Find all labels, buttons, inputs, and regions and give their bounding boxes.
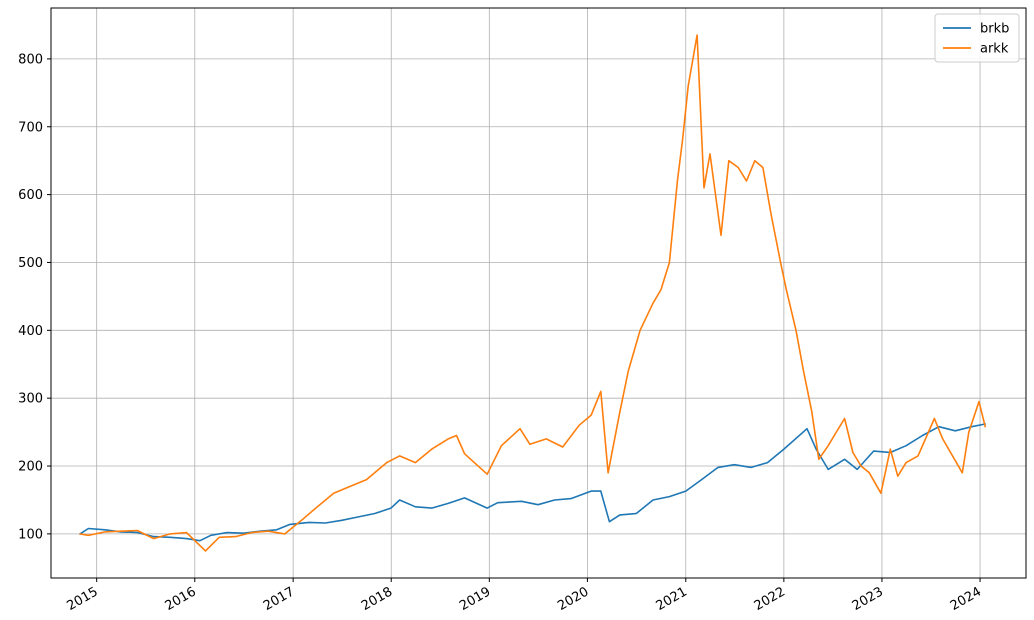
x-tick-label: 2018 xyxy=(359,584,395,614)
y-tick-label: 700 xyxy=(18,120,43,135)
x-tick-label: 2015 xyxy=(65,584,101,614)
y-tick-label: 600 xyxy=(18,188,43,203)
y-tick-label: 500 xyxy=(18,256,43,271)
x-tick-label: 2019 xyxy=(457,584,493,614)
x-tick-label: 2020 xyxy=(555,584,591,614)
x-tick-label: 2021 xyxy=(654,584,690,614)
x-tick-label: 2023 xyxy=(850,584,886,614)
y-tick-label: 400 xyxy=(18,324,43,339)
y-tick-label: 300 xyxy=(18,392,43,407)
series-line-arkk xyxy=(79,34,986,552)
grid xyxy=(51,8,1026,578)
legend-label-brkb: brkb xyxy=(980,22,1009,37)
y-tick-label: 800 xyxy=(18,52,43,67)
legend: brkb arkk xyxy=(934,13,1020,63)
x-axis: 2015 2016 2017 2018 2019 2020 2021 2022 2023 2024 xyxy=(65,578,984,614)
x-tick-label: 2024 xyxy=(948,584,984,614)
legend-label-arkk: arkk xyxy=(980,42,1009,57)
y-axis: 100 200 300 400 500 600 700 800 xyxy=(18,52,51,542)
series-line-brkb xyxy=(79,423,986,542)
x-tick-label: 2016 xyxy=(163,584,199,614)
series-group xyxy=(79,34,986,552)
y-tick-label: 100 xyxy=(18,527,43,542)
x-tick-label: 2022 xyxy=(752,584,788,614)
legend-box xyxy=(934,13,1020,63)
plot-frame xyxy=(50,7,1027,579)
y-tick-label: 200 xyxy=(18,460,43,475)
x-tick-label: 2017 xyxy=(261,584,297,614)
